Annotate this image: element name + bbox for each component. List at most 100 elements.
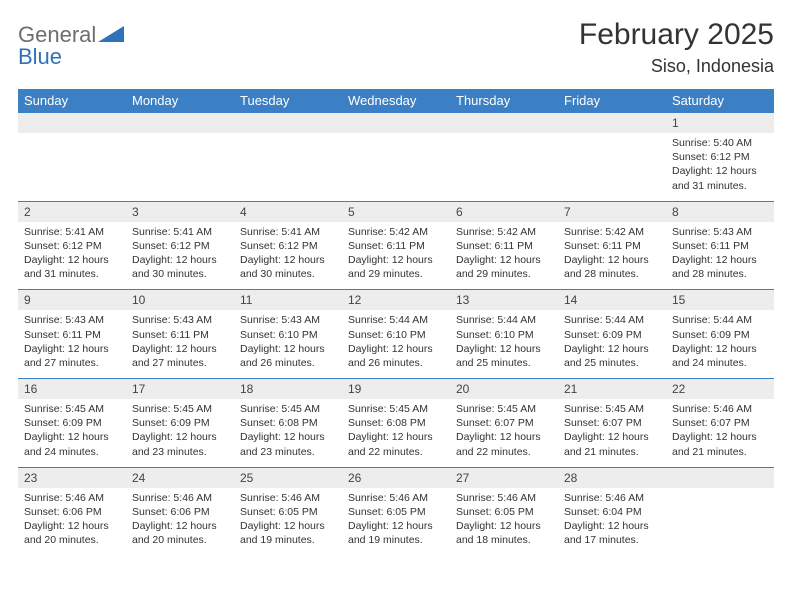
daylight-line-2: and 17 minutes. xyxy=(564,533,660,547)
sunset-line: Sunset: 6:05 PM xyxy=(456,505,552,519)
daylight-line-1: Daylight: 12 hours xyxy=(564,253,660,267)
day-cell: Sunrise: 5:45 AMSunset: 6:09 PMDaylight:… xyxy=(18,399,126,467)
sunrise-line: Sunrise: 5:41 AM xyxy=(24,225,120,239)
sunset-line: Sunset: 6:11 PM xyxy=(132,328,228,342)
weekday-header-row: Sunday Monday Tuesday Wednesday Thursday… xyxy=(18,89,774,112)
week-row: 9101112131415Sunrise: 5:43 AMSunset: 6:1… xyxy=(18,289,774,378)
sunrise-line: Sunrise: 5:41 AM xyxy=(240,225,336,239)
weekday-header: Wednesday xyxy=(342,89,450,112)
daylight-line-2: and 26 minutes. xyxy=(348,356,444,370)
daylight-line-1: Daylight: 12 hours xyxy=(348,430,444,444)
day-cell: Sunrise: 5:42 AMSunset: 6:11 PMDaylight:… xyxy=(450,222,558,290)
daylight-line-1: Daylight: 12 hours xyxy=(564,519,660,533)
calendar-page: General Blue February 2025 Siso, Indones… xyxy=(0,0,792,555)
weekday-header: Tuesday xyxy=(234,89,342,112)
day-number-strip: 1 xyxy=(18,113,774,133)
day-cell: Sunrise: 5:40 AMSunset: 6:12 PMDaylight:… xyxy=(666,133,774,201)
day-number-strip: 16171819202122 xyxy=(18,379,774,399)
daylight-line-2: and 25 minutes. xyxy=(456,356,552,370)
daylight-line-1: Daylight: 12 hours xyxy=(132,430,228,444)
day-cell: Sunrise: 5:41 AMSunset: 6:12 PMDaylight:… xyxy=(18,222,126,290)
sunset-line: Sunset: 6:10 PM xyxy=(456,328,552,342)
sunset-line: Sunset: 6:12 PM xyxy=(240,239,336,253)
daylight-line-1: Daylight: 12 hours xyxy=(564,430,660,444)
sunrise-line: Sunrise: 5:45 AM xyxy=(456,402,552,416)
daylight-line-2: and 25 minutes. xyxy=(564,356,660,370)
day-cell: Sunrise: 5:46 AMSunset: 6:05 PMDaylight:… xyxy=(234,488,342,556)
sunset-line: Sunset: 6:09 PM xyxy=(24,416,120,430)
sunrise-line: Sunrise: 5:46 AM xyxy=(240,491,336,505)
day-cell: Sunrise: 5:44 AMSunset: 6:09 PMDaylight:… xyxy=(666,310,774,378)
daylight-line-2: and 20 minutes. xyxy=(132,533,228,547)
day-number: 16 xyxy=(18,379,126,399)
day-number: 18 xyxy=(234,379,342,399)
daylight-line-1: Daylight: 12 hours xyxy=(24,253,120,267)
week-row: 232425262728Sunrise: 5:46 AMSunset: 6:06… xyxy=(18,467,774,556)
weekday-header: Monday xyxy=(126,89,234,112)
daylight-line-1: Daylight: 12 hours xyxy=(132,342,228,356)
day-cell: Sunrise: 5:42 AMSunset: 6:11 PMDaylight:… xyxy=(558,222,666,290)
day-cell xyxy=(450,133,558,201)
daylight-line-2: and 24 minutes. xyxy=(672,356,768,370)
sunrise-line: Sunrise: 5:41 AM xyxy=(132,225,228,239)
day-number-strip: 232425262728 xyxy=(18,468,774,488)
location-label: Siso, Indonesia xyxy=(579,56,774,77)
day-number: 13 xyxy=(450,290,558,310)
sunrise-line: Sunrise: 5:43 AM xyxy=(24,313,120,327)
daylight-line-2: and 27 minutes. xyxy=(132,356,228,370)
daylight-line-1: Daylight: 12 hours xyxy=(672,342,768,356)
day-cell: Sunrise: 5:46 AMSunset: 6:05 PMDaylight:… xyxy=(342,488,450,556)
daylight-line-2: and 30 minutes. xyxy=(132,267,228,281)
daylight-line-1: Daylight: 12 hours xyxy=(240,342,336,356)
day-number: 6 xyxy=(450,202,558,222)
sunrise-line: Sunrise: 5:42 AM xyxy=(564,225,660,239)
logo-triangle-icon xyxy=(98,24,124,46)
day-number: 22 xyxy=(666,379,774,399)
daylight-line-1: Daylight: 12 hours xyxy=(564,342,660,356)
sunrise-line: Sunrise: 5:44 AM xyxy=(564,313,660,327)
sunrise-line: Sunrise: 5:45 AM xyxy=(564,402,660,416)
sunset-line: Sunset: 6:05 PM xyxy=(240,505,336,519)
sunset-line: Sunset: 6:12 PM xyxy=(672,150,768,164)
daylight-line-1: Daylight: 12 hours xyxy=(456,430,552,444)
sunset-line: Sunset: 6:07 PM xyxy=(456,416,552,430)
day-cell: Sunrise: 5:45 AMSunset: 6:07 PMDaylight:… xyxy=(558,399,666,467)
sunrise-line: Sunrise: 5:42 AM xyxy=(456,225,552,239)
week-row: 1Sunrise: 5:40 AMSunset: 6:12 PMDaylight… xyxy=(18,112,774,201)
day-cell: Sunrise: 5:46 AMSunset: 6:06 PMDaylight:… xyxy=(126,488,234,556)
daylight-line-2: and 31 minutes. xyxy=(672,179,768,193)
day-cell: Sunrise: 5:44 AMSunset: 6:09 PMDaylight:… xyxy=(558,310,666,378)
sunrise-line: Sunrise: 5:43 AM xyxy=(132,313,228,327)
daylight-line-1: Daylight: 12 hours xyxy=(24,430,120,444)
page-header: General Blue February 2025 Siso, Indones… xyxy=(18,18,774,77)
daylight-line-2: and 28 minutes. xyxy=(564,267,660,281)
sunrise-line: Sunrise: 5:46 AM xyxy=(456,491,552,505)
daylight-line-1: Daylight: 12 hours xyxy=(348,253,444,267)
sunrise-line: Sunrise: 5:44 AM xyxy=(672,313,768,327)
day-cell xyxy=(342,133,450,201)
daylight-line-2: and 27 minutes. xyxy=(24,356,120,370)
week-row: 2345678Sunrise: 5:41 AMSunset: 6:12 PMDa… xyxy=(18,201,774,290)
day-number-strip: 9101112131415 xyxy=(18,290,774,310)
daylight-line-1: Daylight: 12 hours xyxy=(240,253,336,267)
daylight-line-2: and 19 minutes. xyxy=(240,533,336,547)
brand-logo: General Blue xyxy=(18,18,124,68)
day-cell xyxy=(558,133,666,201)
sunset-line: Sunset: 6:11 PM xyxy=(24,328,120,342)
day-number: 4 xyxy=(234,202,342,222)
day-number xyxy=(18,113,126,133)
day-cell: Sunrise: 5:45 AMSunset: 6:08 PMDaylight:… xyxy=(234,399,342,467)
daylight-line-1: Daylight: 12 hours xyxy=(672,164,768,178)
day-number: 17 xyxy=(126,379,234,399)
daylight-line-2: and 22 minutes. xyxy=(456,445,552,459)
day-number: 7 xyxy=(558,202,666,222)
weekday-header: Thursday xyxy=(450,89,558,112)
day-cell: Sunrise: 5:46 AMSunset: 6:05 PMDaylight:… xyxy=(450,488,558,556)
sunset-line: Sunset: 6:08 PM xyxy=(348,416,444,430)
weekday-header: Sunday xyxy=(18,89,126,112)
sunset-line: Sunset: 6:09 PM xyxy=(132,416,228,430)
sunrise-line: Sunrise: 5:44 AM xyxy=(456,313,552,327)
daylight-line-2: and 28 minutes. xyxy=(672,267,768,281)
day-cell: Sunrise: 5:42 AMSunset: 6:11 PMDaylight:… xyxy=(342,222,450,290)
day-number-strip: 2345678 xyxy=(18,202,774,222)
